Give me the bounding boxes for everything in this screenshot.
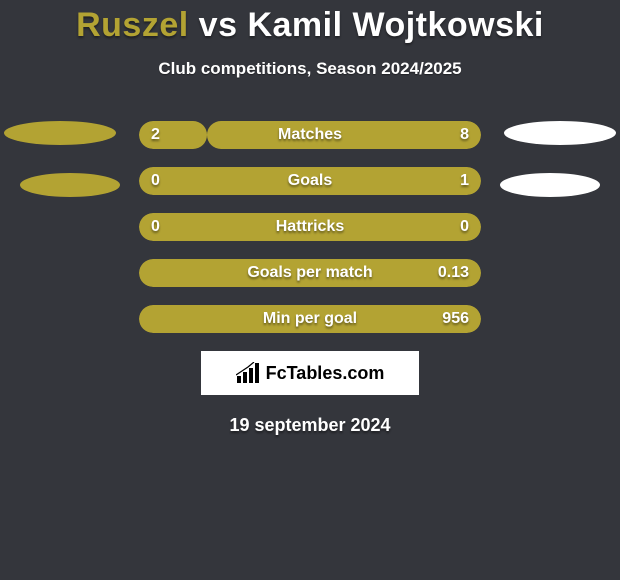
competition-subtitle: Club competitions, Season 2024/2025 — [0, 59, 620, 79]
player1-jersey-icon — [4, 121, 116, 145]
player2-name: Kamil Wojtkowski — [247, 6, 543, 44]
comparison-title: Ruszel vs Kamil Wojtkowski — [0, 0, 620, 45]
stat-bar: 00Hattricks — [139, 213, 481, 241]
stat-label: Goals — [139, 167, 481, 195]
vs-text: vs — [199, 6, 238, 44]
comparison-body: 28Matches 01Goals 00Hattricks 0.13Goals per… — [0, 121, 620, 333]
stat-label: Goals per match — [139, 259, 481, 287]
stat-bar: 01Goals — [139, 167, 481, 195]
stat-bar: 0.13Goals per match — [139, 259, 481, 287]
site-badge: FcTables.com — [201, 351, 419, 395]
player2-club-icon — [500, 173, 600, 197]
player1-name: Ruszel — [76, 6, 189, 44]
player1-club-icon — [20, 173, 120, 197]
stat-bars: 28Matches 01Goals 00Hattricks 0.13Goals per… — [139, 121, 481, 333]
stat-label: Hattricks — [139, 213, 481, 241]
stat-bar: 28Matches — [139, 121, 481, 149]
stat-label: Min per goal — [139, 305, 481, 333]
snapshot-date: 19 september 2024 — [0, 415, 620, 436]
stat-label: Matches — [139, 121, 481, 149]
chart-icon — [236, 362, 260, 384]
site-badge-text: FcTables.com — [266, 363, 385, 384]
player2-jersey-icon — [504, 121, 616, 145]
stat-bar: 956Min per goal — [139, 305, 481, 333]
